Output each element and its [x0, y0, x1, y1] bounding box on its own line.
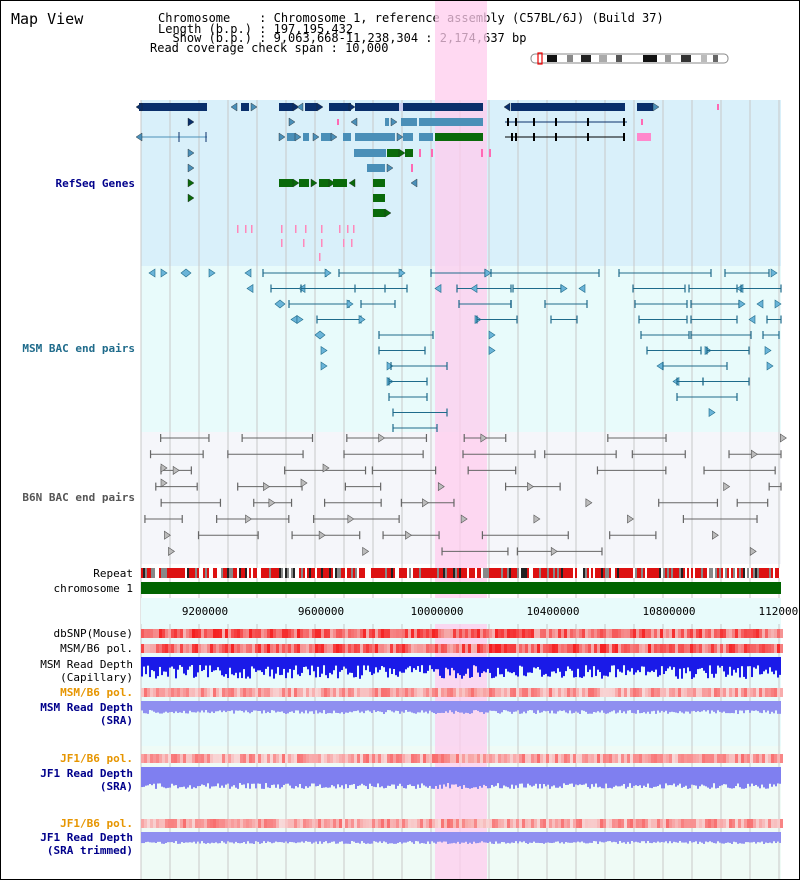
header-coverage: Read coverage check span : 10,000 — [150, 41, 389, 55]
track-label-chromosome: chromosome 1 — [53, 582, 133, 595]
track-label-msm-depth-sra-sub: (SRA) — [99, 714, 133, 727]
track-label-msm-b6-pol-2: MSM/B6 pol. — [60, 686, 133, 699]
heat-strips[interactable] — [141, 629, 783, 828]
track-label-msm-depth-cap: MSM Read Depth — [40, 658, 133, 671]
msm-bac-end-pairs[interactable] — [148, 268, 782, 432]
track-label-jf1-b6-pol: JF1/B6 pol. — [60, 752, 133, 765]
grid-lines — [140, 100, 780, 879]
axis-tick-label: 10000000 — [411, 605, 464, 618]
track-label-dbsnp: dbSNP(Mouse) — [53, 627, 133, 640]
axis-tick-label: 10800000 — [643, 605, 696, 618]
axis-tick-label: 9200000 — [182, 605, 228, 618]
track-label-jf1-depth-sub: (SRA) — [99, 780, 133, 793]
track-label-jf1-trim-sub: (SRA trimmed) — [46, 844, 133, 857]
track-label-jf1-b6-pol-2: JF1/B6 pol. — [60, 817, 133, 830]
axis-tick-label: 10400000 — [527, 605, 580, 618]
track-label-repeat: Repeat — [93, 567, 133, 580]
track-label-refseq: RefSeq Genes — [55, 177, 135, 190]
track-label-jf1-depth: JF1 Read Depth — [40, 767, 133, 780]
track-label-msm-bac: MSM BAC end pairs — [22, 342, 135, 355]
track-label-msm-depth-sra: MSM Read Depth — [40, 701, 133, 714]
chromosome-ideogram[interactable] — [530, 52, 729, 65]
highlight-region[interactable] — [435, 1, 487, 879]
header-length: Length (b.p.) : 197,195,432 — [158, 22, 354, 36]
header-chromosome: Chromosome : Chromosome 1, reference ass… — [158, 11, 664, 25]
track-label-msm-b6-pol: MSM/B6 pol. — [60, 642, 133, 655]
track-label-jf1-trim: JF1 Read Depth — [40, 831, 133, 844]
position-axis: 9200000 9600000 10000000 10400000 108000… — [141, 598, 799, 624]
axis-tick-label: 9600000 — [298, 605, 344, 618]
chromosome-bar[interactable] — [141, 582, 781, 594]
track-label-msm-depth-cap-sub: (Capillary) — [60, 671, 133, 684]
repeat-track[interactable] — [141, 568, 781, 578]
page-title: Map View — [11, 10, 84, 28]
b6n-bac-end-pairs[interactable] — [144, 433, 787, 556]
read-depth-tracks[interactable] — [141, 657, 781, 844]
axis-tick-label: 11200000 — [759, 605, 799, 618]
track-label-b6n-bac: B6N BAC end pairs — [22, 491, 135, 504]
refseq-genes[interactable] — [135, 102, 719, 261]
